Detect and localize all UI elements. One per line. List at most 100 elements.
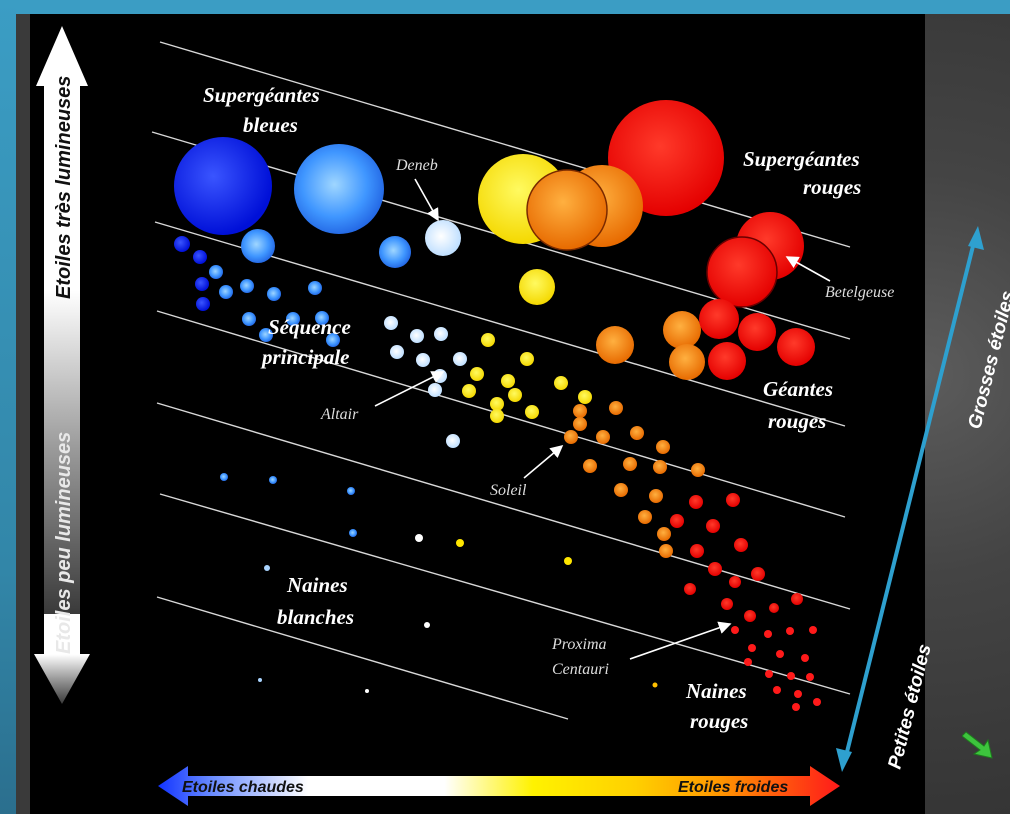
star [365, 689, 369, 693]
star [729, 576, 741, 588]
main-sequence-label-1: Séquence [268, 315, 351, 339]
deneb-pointer [414, 178, 439, 222]
red-supergiant-stars [478, 100, 804, 308]
altair-pointer [374, 371, 445, 407]
star [258, 678, 262, 682]
star [769, 603, 779, 613]
red-giants-label-1: Géantes [763, 377, 833, 401]
next-arrow-icon[interactable] [962, 722, 1002, 762]
star [264, 565, 270, 571]
main-sequence-stars [174, 236, 803, 622]
star [573, 404, 587, 418]
star [792, 703, 800, 711]
altair-star [453, 352, 467, 366]
red-supergiants-label-2: rouges [803, 175, 861, 199]
star [623, 457, 637, 471]
star [596, 430, 610, 444]
red-giants-label-2: rouges [768, 409, 826, 433]
star [744, 610, 756, 622]
region-labels: Supergéantes bleues Supergéantes rouges … [203, 83, 861, 733]
red-dwarf-stars [731, 626, 821, 711]
star [267, 287, 281, 301]
betelgeuse-label: Betelgeuse [825, 284, 894, 301]
star [744, 658, 752, 666]
slide-left-bar [0, 0, 16, 814]
star [806, 673, 814, 681]
star [734, 538, 748, 552]
star [174, 236, 190, 252]
luminosity-arrow-down [34, 614, 90, 704]
deneb-star [425, 220, 461, 256]
star [347, 487, 355, 495]
betelgeuse-pointer [785, 256, 831, 282]
star [379, 236, 411, 268]
star [308, 281, 322, 295]
hr-diagram: Etoiles très lumineuses Etoiles peu lumi… [30, 14, 925, 814]
star [564, 557, 572, 565]
star [470, 367, 484, 381]
size-arrow-down [836, 748, 852, 772]
hot-stars-label: Etoiles chaudes [182, 779, 304, 796]
star [596, 326, 634, 364]
star [794, 690, 802, 698]
blue-supergiants-label-1: Supergéantes [203, 83, 320, 107]
star [684, 583, 696, 595]
star [721, 598, 733, 610]
sun-label: Soleil [490, 482, 527, 499]
star [501, 374, 515, 388]
deneb-label: Deneb [395, 157, 438, 174]
star [294, 144, 384, 234]
star [195, 277, 209, 291]
star [690, 544, 704, 558]
star [456, 539, 464, 547]
star [349, 529, 357, 537]
star [554, 376, 568, 390]
star [490, 397, 504, 411]
star [776, 650, 784, 658]
star [663, 311, 701, 349]
cool-stars-label: Etoiles froides [678, 779, 788, 796]
star [315, 311, 329, 325]
star [726, 493, 740, 507]
star [462, 384, 476, 398]
star [520, 352, 534, 366]
size-arrow-up [968, 226, 984, 250]
star [526, 169, 608, 251]
star [390, 345, 404, 359]
star [653, 460, 667, 474]
proxima-label-2: Centauri [552, 661, 609, 678]
star [614, 483, 628, 497]
star [434, 327, 448, 341]
luminosity-arrow-up [36, 26, 88, 614]
star [609, 401, 623, 415]
star [286, 312, 300, 326]
star [751, 567, 765, 581]
star [424, 622, 430, 628]
star [748, 644, 756, 652]
radius-line [159, 493, 851, 695]
star [670, 514, 684, 528]
white-dwarf-stars [220, 473, 658, 693]
star [656, 440, 670, 454]
size-axis: Grosses étoiles Petites étoiles [836, 226, 1010, 772]
star [583, 459, 597, 473]
star [519, 269, 555, 305]
star [787, 672, 795, 680]
proxima-pointer [629, 621, 732, 660]
star [193, 250, 207, 264]
white-dwarfs-label-2: blanches [277, 605, 354, 629]
star [657, 527, 671, 541]
star [706, 519, 720, 533]
red-supergiants-label-1: Supergéantes [743, 147, 860, 171]
betelgeuse-star [706, 236, 778, 308]
star [649, 489, 663, 503]
star [525, 405, 539, 419]
proxima-label-1: Proxima [551, 636, 607, 653]
star [490, 409, 504, 423]
star [240, 279, 254, 293]
red-dwarfs-label-1: Naines [685, 679, 747, 703]
star [699, 299, 739, 339]
small-stars-label: Petites étoiles [884, 642, 935, 771]
blue-supergiant-stars [174, 137, 461, 268]
star [259, 328, 273, 342]
